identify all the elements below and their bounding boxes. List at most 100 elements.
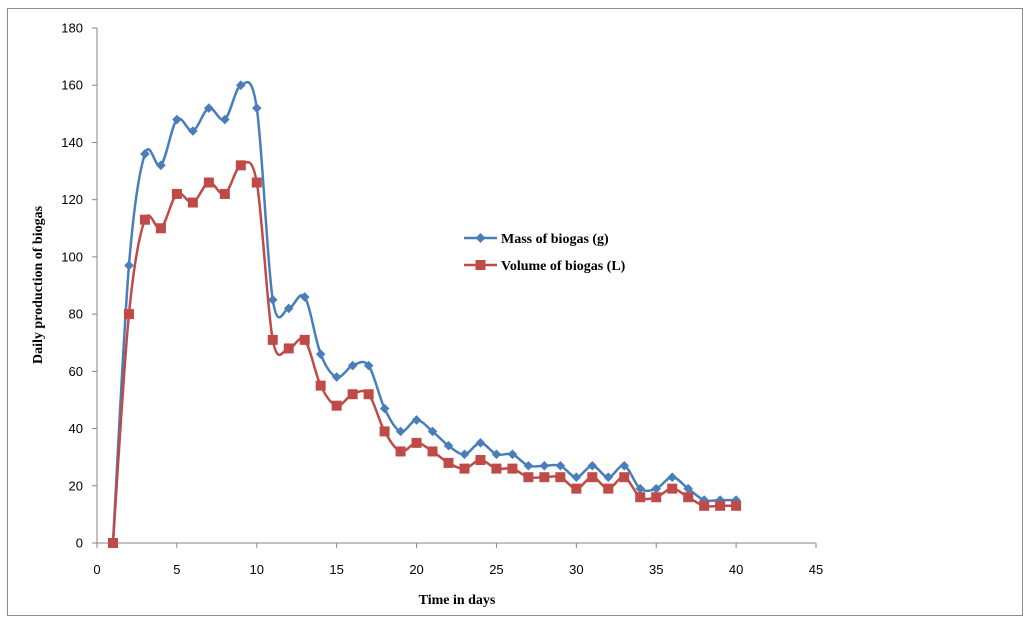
data-point-marker: [331, 372, 342, 382]
data-point-marker: [571, 483, 582, 494]
data-point-marker: [315, 380, 326, 391]
legend-item-volume: Volume of biogas (L): [464, 259, 626, 274]
data-point-marker: [651, 492, 662, 503]
series-line: [111, 161, 737, 544]
y-tick-label: 160: [61, 78, 83, 93]
data-point-marker: [155, 223, 166, 234]
data-point-marker: [267, 334, 278, 345]
data-point-marker: [507, 449, 518, 460]
data-point-marker: [507, 463, 518, 474]
data-point-marker: [427, 426, 438, 437]
data-point-marker: [251, 177, 262, 188]
data-point-marker: [459, 449, 470, 460]
data-point-marker: [587, 460, 598, 471]
x-tick-label: 30: [569, 562, 583, 577]
data-point-marker: [539, 472, 550, 483]
data-point-marker: [459, 463, 470, 474]
data-point-marker: [603, 472, 614, 482]
chart-area: [7, 8, 1023, 616]
data-point-marker: [603, 483, 614, 494]
data-point-marker: [139, 214, 150, 225]
data-point-marker: [427, 446, 438, 457]
data-point-marker: [267, 295, 278, 305]
series-line: [111, 80, 737, 544]
data-point-marker: [731, 500, 742, 511]
data-point-marker: [667, 483, 678, 494]
data-point-marker: [635, 492, 646, 503]
y-tick-label: 180: [61, 21, 83, 36]
data-point-marker: [363, 389, 374, 400]
data-point-marker: [491, 449, 502, 460]
y-tick-label: 40: [69, 421, 83, 436]
y-tick-label: 140: [61, 135, 83, 150]
x-tick-label: 15: [329, 562, 343, 577]
x-tick-label: 40: [729, 562, 743, 577]
data-point-marker: [683, 483, 693, 494]
data-point-marker: [140, 149, 150, 159]
y-tick-label: 0: [76, 536, 83, 551]
data-point-marker: [587, 472, 598, 483]
data-point-marker: [619, 472, 630, 483]
data-point-marker: [347, 360, 358, 371]
data-point-marker: [683, 492, 694, 503]
data-point-marker: [379, 426, 390, 437]
data-point-marker: [283, 343, 294, 354]
data-point-marker: [555, 472, 566, 483]
data-point-marker: [204, 103, 214, 113]
data-point-marker: [171, 188, 182, 199]
x-axis-title: Time in days: [419, 593, 496, 608]
data-point-marker: [619, 460, 630, 471]
series-volume: [107, 160, 742, 548]
data-point-marker: [156, 160, 166, 171]
y-axis-title: Daily production of biogas: [31, 205, 46, 364]
legend-item-mass: Mass of biogas (g): [464, 232, 609, 247]
data-point-marker: [219, 188, 230, 199]
data-point-marker: [635, 483, 646, 494]
data-point-marker: [331, 400, 342, 411]
data-point-marker: [395, 446, 406, 457]
data-point-marker: [443, 440, 454, 451]
legend-marker-volume: [475, 260, 486, 270]
data-point-marker: [443, 457, 454, 468]
data-point-marker: [699, 500, 710, 511]
data-point-marker: [203, 177, 214, 188]
data-point-marker: [124, 260, 134, 271]
x-tick-label: 35: [649, 562, 663, 577]
data-point-marker: [188, 126, 198, 136]
data-point-marker: [523, 460, 534, 471]
data-point-marker: [395, 426, 406, 437]
y-axis-ticks: 0 20 40 60 80 100 120 140 160 180: [61, 21, 97, 551]
data-point-marker: [555, 460, 566, 471]
data-point-marker: [123, 309, 134, 320]
data-point-marker: [347, 389, 358, 400]
data-point-marker: [491, 463, 502, 474]
legend-label-mass: Mass of biogas (g): [501, 232, 609, 247]
data-point-marker: [475, 438, 486, 448]
legend: Mass of biogas (g) Volume of biogas (L): [464, 232, 626, 274]
data-point-marker: [299, 334, 310, 345]
y-tick-label: 80: [69, 307, 83, 322]
x-tick-label: 0: [93, 562, 100, 577]
data-point-marker: [236, 80, 246, 91]
data-point-marker: [715, 500, 726, 511]
data-point-marker: [363, 360, 374, 371]
data-point-marker: [475, 455, 486, 466]
y-tick-label: 100: [61, 249, 83, 264]
x-tick-label: 10: [250, 562, 264, 577]
data-point-marker: [411, 415, 422, 425]
data-point-marker: [283, 303, 294, 314]
x-axis-ticks: 0 5 10 15 20 25 30 35 40 45: [93, 543, 823, 577]
x-tick-label: 45: [809, 562, 823, 577]
legend-label-volume: Volume of biogas (L): [501, 259, 626, 274]
data-point-marker: [651, 483, 662, 494]
y-tick-label: 20: [69, 478, 83, 493]
legend-marker-mass: [475, 233, 486, 243]
data-point-marker: [107, 538, 118, 548]
series-layer: [107, 80, 742, 548]
x-tick-label: 5: [173, 562, 180, 577]
y-tick-label: 120: [61, 192, 83, 207]
data-point-marker: [539, 460, 550, 471]
data-point-marker: [379, 403, 390, 414]
data-point-marker: [315, 349, 326, 359]
data-point-marker: [571, 472, 582, 482]
